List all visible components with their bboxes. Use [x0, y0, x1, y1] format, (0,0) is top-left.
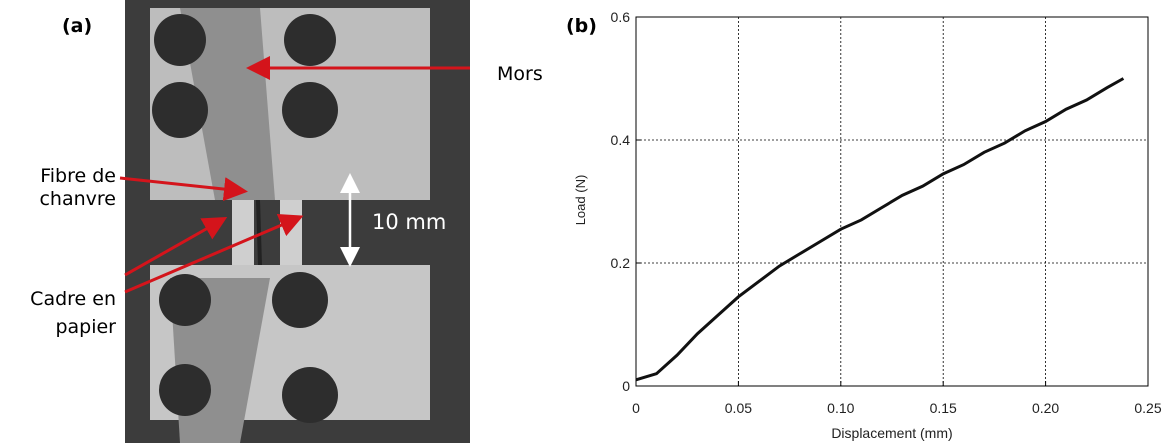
x-tick-label: 0.05	[725, 400, 752, 416]
panel-label: (b)	[566, 15, 597, 37]
y-tick-label: 0	[622, 378, 630, 394]
annotation: papier	[55, 316, 116, 338]
annotation: 10 mm	[372, 210, 446, 234]
data-line	[635, 77, 1125, 382]
annotation: Mors	[497, 63, 543, 85]
y-tick-label: 0.4	[611, 132, 631, 148]
y-tick-label: 0.2	[611, 255, 631, 271]
annotation: chanvre	[39, 188, 116, 210]
x-tick-label: 0.20	[1032, 400, 1059, 416]
x-axis-title: Displacement (mm)	[831, 425, 952, 441]
x-tick-label: 0.25	[1134, 400, 1161, 416]
panel-label: (a)	[62, 15, 92, 37]
y-tick-label: 0.6	[611, 9, 631, 25]
x-tick-label: 0.10	[827, 400, 854, 416]
photo	[119, 0, 470, 443]
x-tick-label: 0	[632, 400, 640, 416]
x-tick-label: 0.15	[930, 400, 957, 416]
annotation: Cadre en	[30, 288, 116, 310]
annotation: Fibre de	[40, 165, 116, 187]
y-axis-title: Load (N)	[573, 175, 588, 226]
